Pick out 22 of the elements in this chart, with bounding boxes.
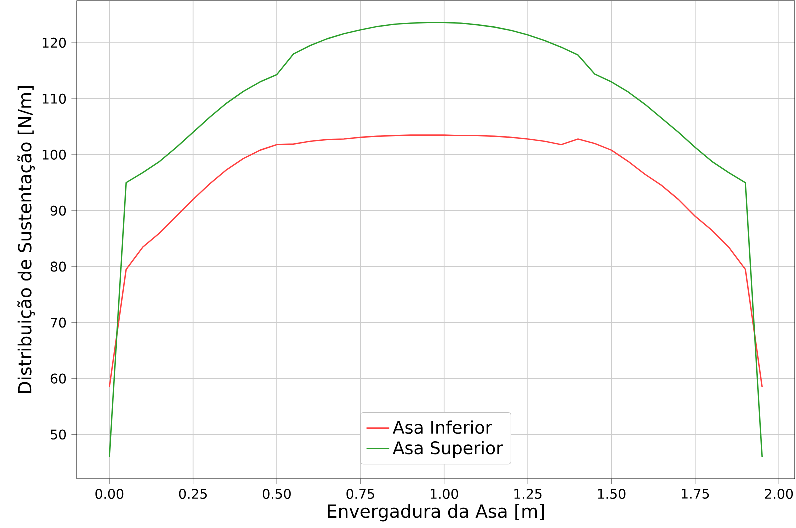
y-tick-label: 70: [51, 318, 66, 328]
x-tick-label: 0.75: [346, 489, 374, 500]
y-axis-title: Distribuição de Sustentação [N/m]: [18, 86, 36, 394]
y-tick-label: 110: [42, 94, 66, 104]
x-axis-title: Envergadura da Asa [m]: [328, 504, 544, 522]
y-tick-label: 90: [50, 206, 66, 216]
y-tick-label: 100: [42, 150, 66, 160]
x-tick-label: 1.00: [430, 489, 458, 500]
y-tick-label: 80: [50, 262, 66, 272]
x-tick-label: 0.25: [179, 489, 207, 500]
y-tick-label: 60: [50, 374, 66, 384]
line-series: [108, 22, 764, 458]
x-tick-label: 0.00: [96, 489, 124, 500]
x-tick-label: 1.50: [598, 489, 626, 500]
legend-label: Asa Superior: [393, 441, 504, 458]
x-tick-label: 1.75: [682, 489, 710, 499]
x-tick-label: 2.00: [765, 489, 794, 500]
x-tick-label: 0.50: [263, 489, 291, 500]
legend-label: Asa Inferior: [393, 420, 492, 434]
y-tick-label: 50: [51, 430, 66, 440]
x-tick-label: 1.25: [514, 489, 542, 500]
y-tick-label: 120: [42, 38, 66, 48]
